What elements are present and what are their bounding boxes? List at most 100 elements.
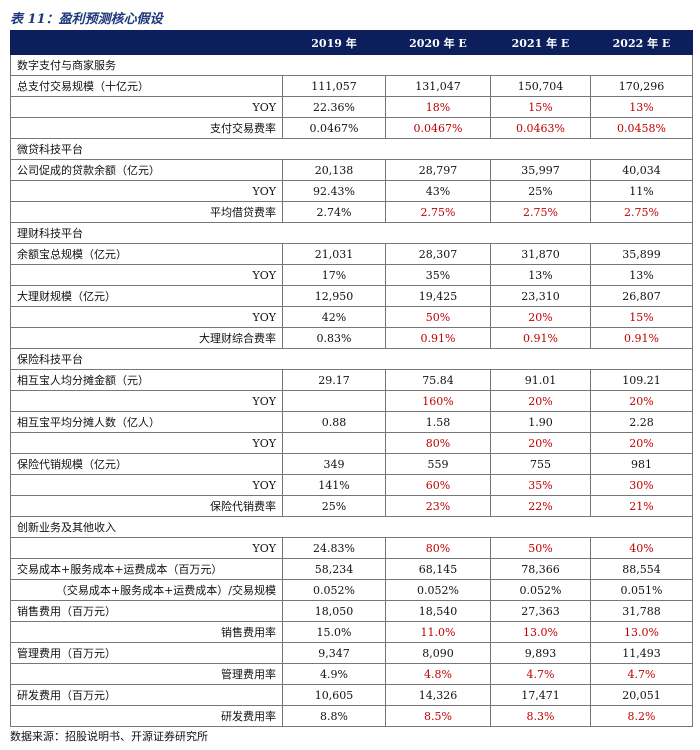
row-label: 支付交易费率 — [10, 117, 283, 139]
value-cell: 22% — [490, 495, 591, 517]
row-label: 大理财规模（亿元） — [10, 285, 283, 307]
table-title: 表 11：盈利预测核心假设 — [10, 12, 163, 27]
value-cell: 20% — [590, 432, 693, 454]
value-cell: 4.8% — [385, 663, 491, 685]
row-label: 相互宝平均分摊人数（亿人） — [10, 411, 283, 433]
value-cell: 35% — [385, 264, 491, 286]
value-cell: 559 — [385, 453, 491, 475]
header-cell: 2019 年 — [282, 30, 386, 55]
value-cell: 11.0% — [385, 621, 491, 643]
row-label: YOY — [10, 432, 283, 454]
value-cell: 0.91% — [385, 327, 491, 349]
value-cell: 8.3% — [490, 705, 591, 727]
data-row: 大理财规模（亿元） 12,950 19,425 23,310 26,807 — [10, 285, 693, 307]
value-cell: 13.0% — [490, 621, 591, 643]
value-cell: 35,997 — [490, 159, 591, 181]
value-cell: 18,540 — [385, 600, 491, 622]
value-cell: 131,047 — [385, 75, 491, 97]
row-label: 平均借贷费率 — [10, 201, 283, 223]
value-cell: 15.0% — [282, 621, 386, 643]
value-cell: 28,307 — [385, 243, 491, 265]
value-cell: 13% — [490, 264, 591, 286]
data-row: 管理费用（百万元） 9,347 8,090 9,893 11,493 — [10, 642, 693, 664]
value-cell — [282, 432, 386, 454]
value-cell: 11% — [590, 180, 693, 202]
value-cell: 0.83% — [282, 327, 386, 349]
row-label: 销售费用（百万元） — [10, 600, 283, 622]
section-row: 理财科技平台 — [10, 222, 693, 244]
data-row: 保险代销费率 25% 23% 22% 21% — [10, 495, 693, 517]
data-row: 平均借贷费率 2.74% 2.75% 2.75% 2.75% — [10, 201, 693, 223]
value-cell: 11,493 — [590, 642, 693, 664]
value-cell: 78,366 — [490, 558, 591, 580]
value-cell: 981 — [590, 453, 693, 475]
row-label: YOY — [10, 390, 283, 412]
header-cell: 2020 年 E — [385, 30, 491, 55]
row-label: 总支付交易规模（十亿元） — [10, 75, 283, 97]
data-row: 销售费用（百万元） 18,050 18,540 27,363 31,788 — [10, 600, 693, 622]
value-cell: 0.052% — [282, 579, 386, 601]
row-label: YOY — [10, 537, 283, 559]
section-row: 保险科技平台 — [10, 348, 693, 370]
data-row: 管理费用率 4.9% 4.8% 4.7% 4.7% — [10, 663, 693, 685]
value-cell: 1.90 — [490, 411, 591, 433]
forecast-table: 2019 年 2020 年 E 2021 年 E 2022 年 E 数字支付与商家服务总… — [10, 30, 693, 727]
data-row: 研发费用率 8.8% 8.5% 8.3% 8.2% — [10, 705, 693, 727]
value-cell: 43% — [385, 180, 491, 202]
value-cell: 2.74% — [282, 201, 386, 223]
data-row: YOY 92.43% 43% 25% 11% — [10, 180, 693, 202]
value-cell: 4.7% — [590, 663, 693, 685]
value-cell: 13.0% — [590, 621, 693, 643]
header-cell: 2022 年 E — [590, 30, 693, 55]
value-cell: 0.052% — [385, 579, 491, 601]
value-cell: 13% — [590, 264, 693, 286]
value-cell: 2.75% — [590, 201, 693, 223]
row-label: 研发费用（百万元） — [10, 684, 283, 706]
value-cell: 20% — [590, 390, 693, 412]
header-row: 2019 年 2020 年 E 2021 年 E 2022 年 E — [10, 30, 693, 55]
value-cell: 27,363 — [490, 600, 591, 622]
row-label: 相互宝人均分摊金额（元） — [10, 369, 283, 391]
data-row: 相互宝平均分摊人数（亿人） 0.88 1.58 1.90 2.28 — [10, 411, 693, 433]
value-cell: 0.0467% — [385, 117, 491, 139]
value-cell: 0.051% — [590, 579, 693, 601]
value-cell: 1.58 — [385, 411, 491, 433]
row-label: （交易成本+服务成本+运费成本）/交易规模 — [10, 579, 283, 601]
section-row: 创新业务及其他收入 — [10, 516, 693, 538]
value-cell: 160% — [385, 390, 491, 412]
value-cell: 24.83% — [282, 537, 386, 559]
value-cell: 30% — [590, 474, 693, 496]
value-cell: 12,950 — [282, 285, 386, 307]
value-cell: 31,870 — [490, 243, 591, 265]
value-cell: 14,326 — [385, 684, 491, 706]
header-cell: 2021 年 E — [490, 30, 591, 55]
value-cell — [282, 390, 386, 412]
data-row: 余额宝总规模（亿元） 21,031 28,307 31,870 35,899 — [10, 243, 693, 265]
value-cell: 10,605 — [282, 684, 386, 706]
value-cell: 23,310 — [490, 285, 591, 307]
row-label: YOY — [10, 306, 283, 328]
data-row: 公司促成的贷款余额（亿元） 20,138 28,797 35,997 40,034 — [10, 159, 693, 181]
value-cell: 25% — [282, 495, 386, 517]
data-row: YOY 80% 20% 20% — [10, 432, 693, 454]
value-cell: 0.0467% — [282, 117, 386, 139]
data-row: YOY 24.83% 80% 50% 40% — [10, 537, 693, 559]
value-cell: 17,471 — [490, 684, 591, 706]
value-cell: 17% — [282, 264, 386, 286]
value-cell: 9,347 — [282, 642, 386, 664]
value-cell: 20% — [490, 432, 591, 454]
data-row: 大理财综合费率 0.83% 0.91% 0.91% 0.91% — [10, 327, 693, 349]
value-cell: 8,090 — [385, 642, 491, 664]
value-cell: 80% — [385, 537, 491, 559]
value-cell: 141% — [282, 474, 386, 496]
value-cell: 60% — [385, 474, 491, 496]
row-label: YOY — [10, 96, 283, 118]
value-cell: 0.052% — [490, 579, 591, 601]
value-cell: 75.84 — [385, 369, 491, 391]
data-row: 相互宝人均分摊金额（元） 29.17 75.84 91.01 109.21 — [10, 369, 693, 391]
row-label: 研发费用率 — [10, 705, 283, 727]
data-row: YOY 141% 60% 35% 30% — [10, 474, 693, 496]
value-cell: 20% — [490, 390, 591, 412]
data-row: 总支付交易规模（十亿元） 111,057 131,047 150,704 170,296 — [10, 75, 693, 97]
value-cell: 2.28 — [590, 411, 693, 433]
